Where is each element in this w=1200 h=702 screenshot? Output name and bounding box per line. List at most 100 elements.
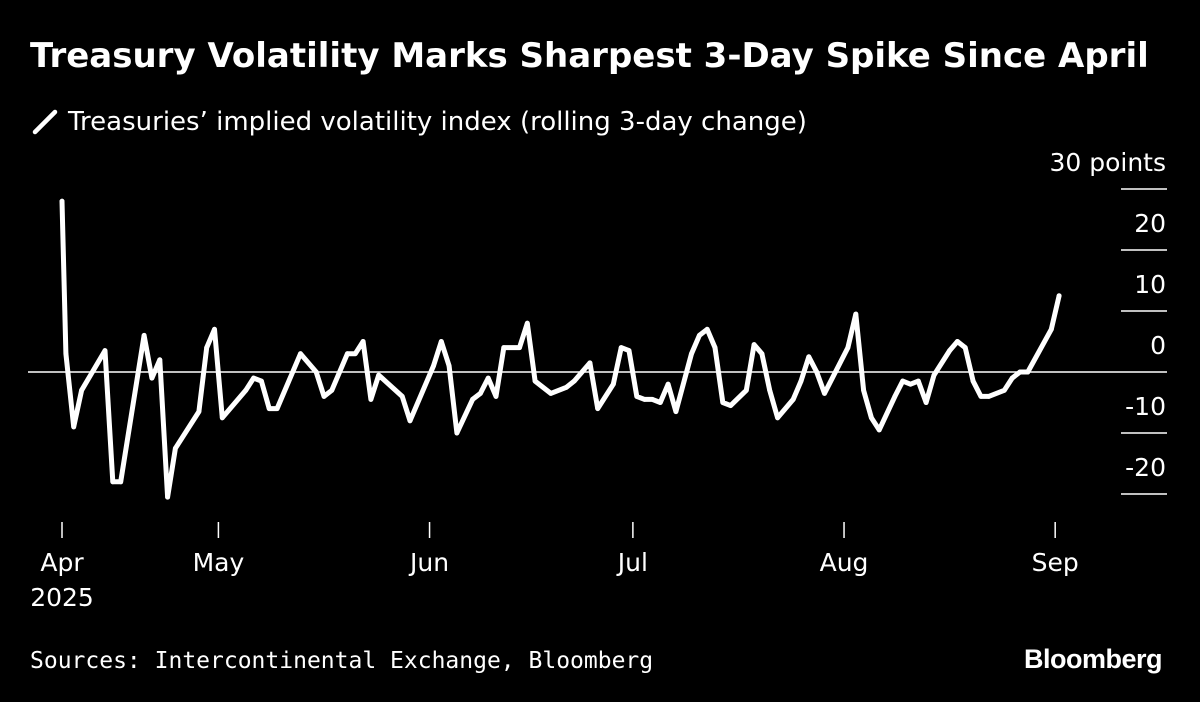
data-point xyxy=(219,415,225,421)
data-point xyxy=(657,400,663,405)
data-point xyxy=(955,339,960,344)
data-point xyxy=(157,357,163,363)
data-point xyxy=(986,394,992,399)
data-point xyxy=(704,326,710,332)
data-point xyxy=(274,406,280,411)
data-point xyxy=(908,381,913,387)
data-point xyxy=(360,339,366,344)
data-point xyxy=(978,394,984,399)
data-point xyxy=(931,372,937,378)
data-point xyxy=(689,351,694,357)
data-point xyxy=(822,391,827,396)
data-point xyxy=(259,378,264,384)
y-tick-label: 10 xyxy=(1134,270,1166,299)
data-point xyxy=(767,387,773,393)
y-tick-label: 0 xyxy=(1150,331,1166,360)
data-point xyxy=(407,418,413,424)
data-point xyxy=(618,345,624,350)
data-point xyxy=(876,427,882,433)
data-point xyxy=(673,409,679,414)
y-tick-label: -10 xyxy=(1125,392,1166,421)
data-point xyxy=(1048,326,1054,332)
data-point xyxy=(587,360,593,366)
data-point xyxy=(892,394,898,399)
chart-title: Treasury Volatility Marks Sharpest 3-Day… xyxy=(30,36,1149,76)
x-tick-label: Apr xyxy=(40,548,84,577)
data-point xyxy=(798,378,804,384)
data-point xyxy=(243,387,249,393)
data-point xyxy=(470,397,475,402)
data-point xyxy=(790,397,796,402)
data-point xyxy=(478,391,483,396)
data-point xyxy=(634,394,640,399)
data-point xyxy=(329,387,335,393)
data-point xyxy=(970,378,976,384)
data-point xyxy=(141,333,147,338)
data-point xyxy=(165,494,171,500)
y-tick-label: 20 xyxy=(1134,209,1166,238)
data-point xyxy=(71,424,77,430)
data-point xyxy=(759,351,765,357)
data-point xyxy=(751,342,757,347)
data-point xyxy=(266,406,272,411)
data-point xyxy=(1017,369,1023,375)
data-point xyxy=(532,378,538,384)
legend-line-swatch-icon xyxy=(32,109,58,135)
data-point xyxy=(947,348,952,353)
data-point xyxy=(642,397,647,402)
data-point xyxy=(493,394,499,399)
x-tick-label: Jun xyxy=(408,548,449,577)
x-tick-label: Sep xyxy=(1032,548,1079,577)
data-point xyxy=(251,375,256,381)
data-point xyxy=(212,326,217,332)
data-point xyxy=(548,391,554,396)
data-point xyxy=(571,378,577,384)
bloomberg-logo: Bloomberg xyxy=(1023,644,1163,674)
x-axis: Apr 2025 May Jun Jul Aug Sep xyxy=(30,522,1079,612)
data-point xyxy=(204,345,210,350)
data-point xyxy=(697,333,702,338)
data-point xyxy=(610,381,616,387)
data-point xyxy=(149,375,155,381)
data-point xyxy=(869,415,874,421)
data-point xyxy=(446,363,452,369)
data-point xyxy=(915,378,921,384)
x-tick-sublabel: 2025 xyxy=(30,583,94,612)
legend: Treasuries’ implied volatility index (ro… xyxy=(32,104,807,140)
data-point xyxy=(438,339,444,344)
data-point xyxy=(665,381,671,387)
data-point xyxy=(650,397,655,402)
data-point xyxy=(63,351,69,357)
data-point xyxy=(595,406,601,411)
data-point xyxy=(861,387,866,393)
x-tick-label: Aug xyxy=(820,548,869,577)
data-point xyxy=(853,311,859,317)
data-point xyxy=(524,320,530,326)
x-tick-label: May xyxy=(193,548,245,577)
data-point xyxy=(1025,369,1031,375)
data-point xyxy=(564,384,569,390)
x-tick-label: Jul xyxy=(616,548,648,577)
y-axis: 30 points 20 10 0 -10 -20 xyxy=(1049,148,1167,495)
data-point xyxy=(79,387,84,393)
data-point xyxy=(814,369,820,375)
data-point xyxy=(743,387,749,393)
data-point xyxy=(298,351,303,357)
data-point xyxy=(962,345,968,350)
data-point xyxy=(775,415,780,421)
data-point xyxy=(485,375,491,381)
data-point xyxy=(845,345,851,350)
data-point xyxy=(196,409,202,414)
y-tick-label: -20 xyxy=(1125,453,1166,482)
data-point xyxy=(626,348,632,353)
y-tick-label: 30 points xyxy=(1049,148,1166,177)
data-point xyxy=(1001,387,1007,393)
data-point xyxy=(712,345,718,350)
source-note: Sources: Intercontinental Exchange, Bloo… xyxy=(30,648,654,674)
data-point xyxy=(321,394,327,399)
data-point xyxy=(728,403,733,408)
data-point xyxy=(352,351,358,357)
legend-label: Treasuries’ implied volatility index (ro… xyxy=(68,107,807,137)
data-point xyxy=(376,372,382,378)
